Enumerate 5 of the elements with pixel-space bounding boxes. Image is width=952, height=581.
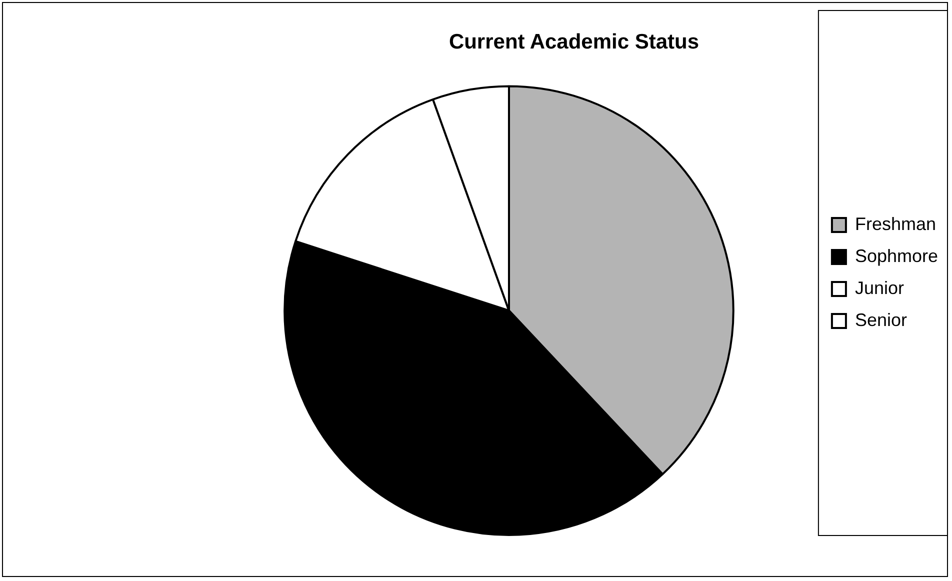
legend-label: Freshman [854,214,936,234]
chart-title: Current Academic Status [448,30,700,54]
legend-label: Senior [854,310,907,330]
legend-label: Junior [854,278,904,298]
legend-label: Sophmore [854,246,938,266]
